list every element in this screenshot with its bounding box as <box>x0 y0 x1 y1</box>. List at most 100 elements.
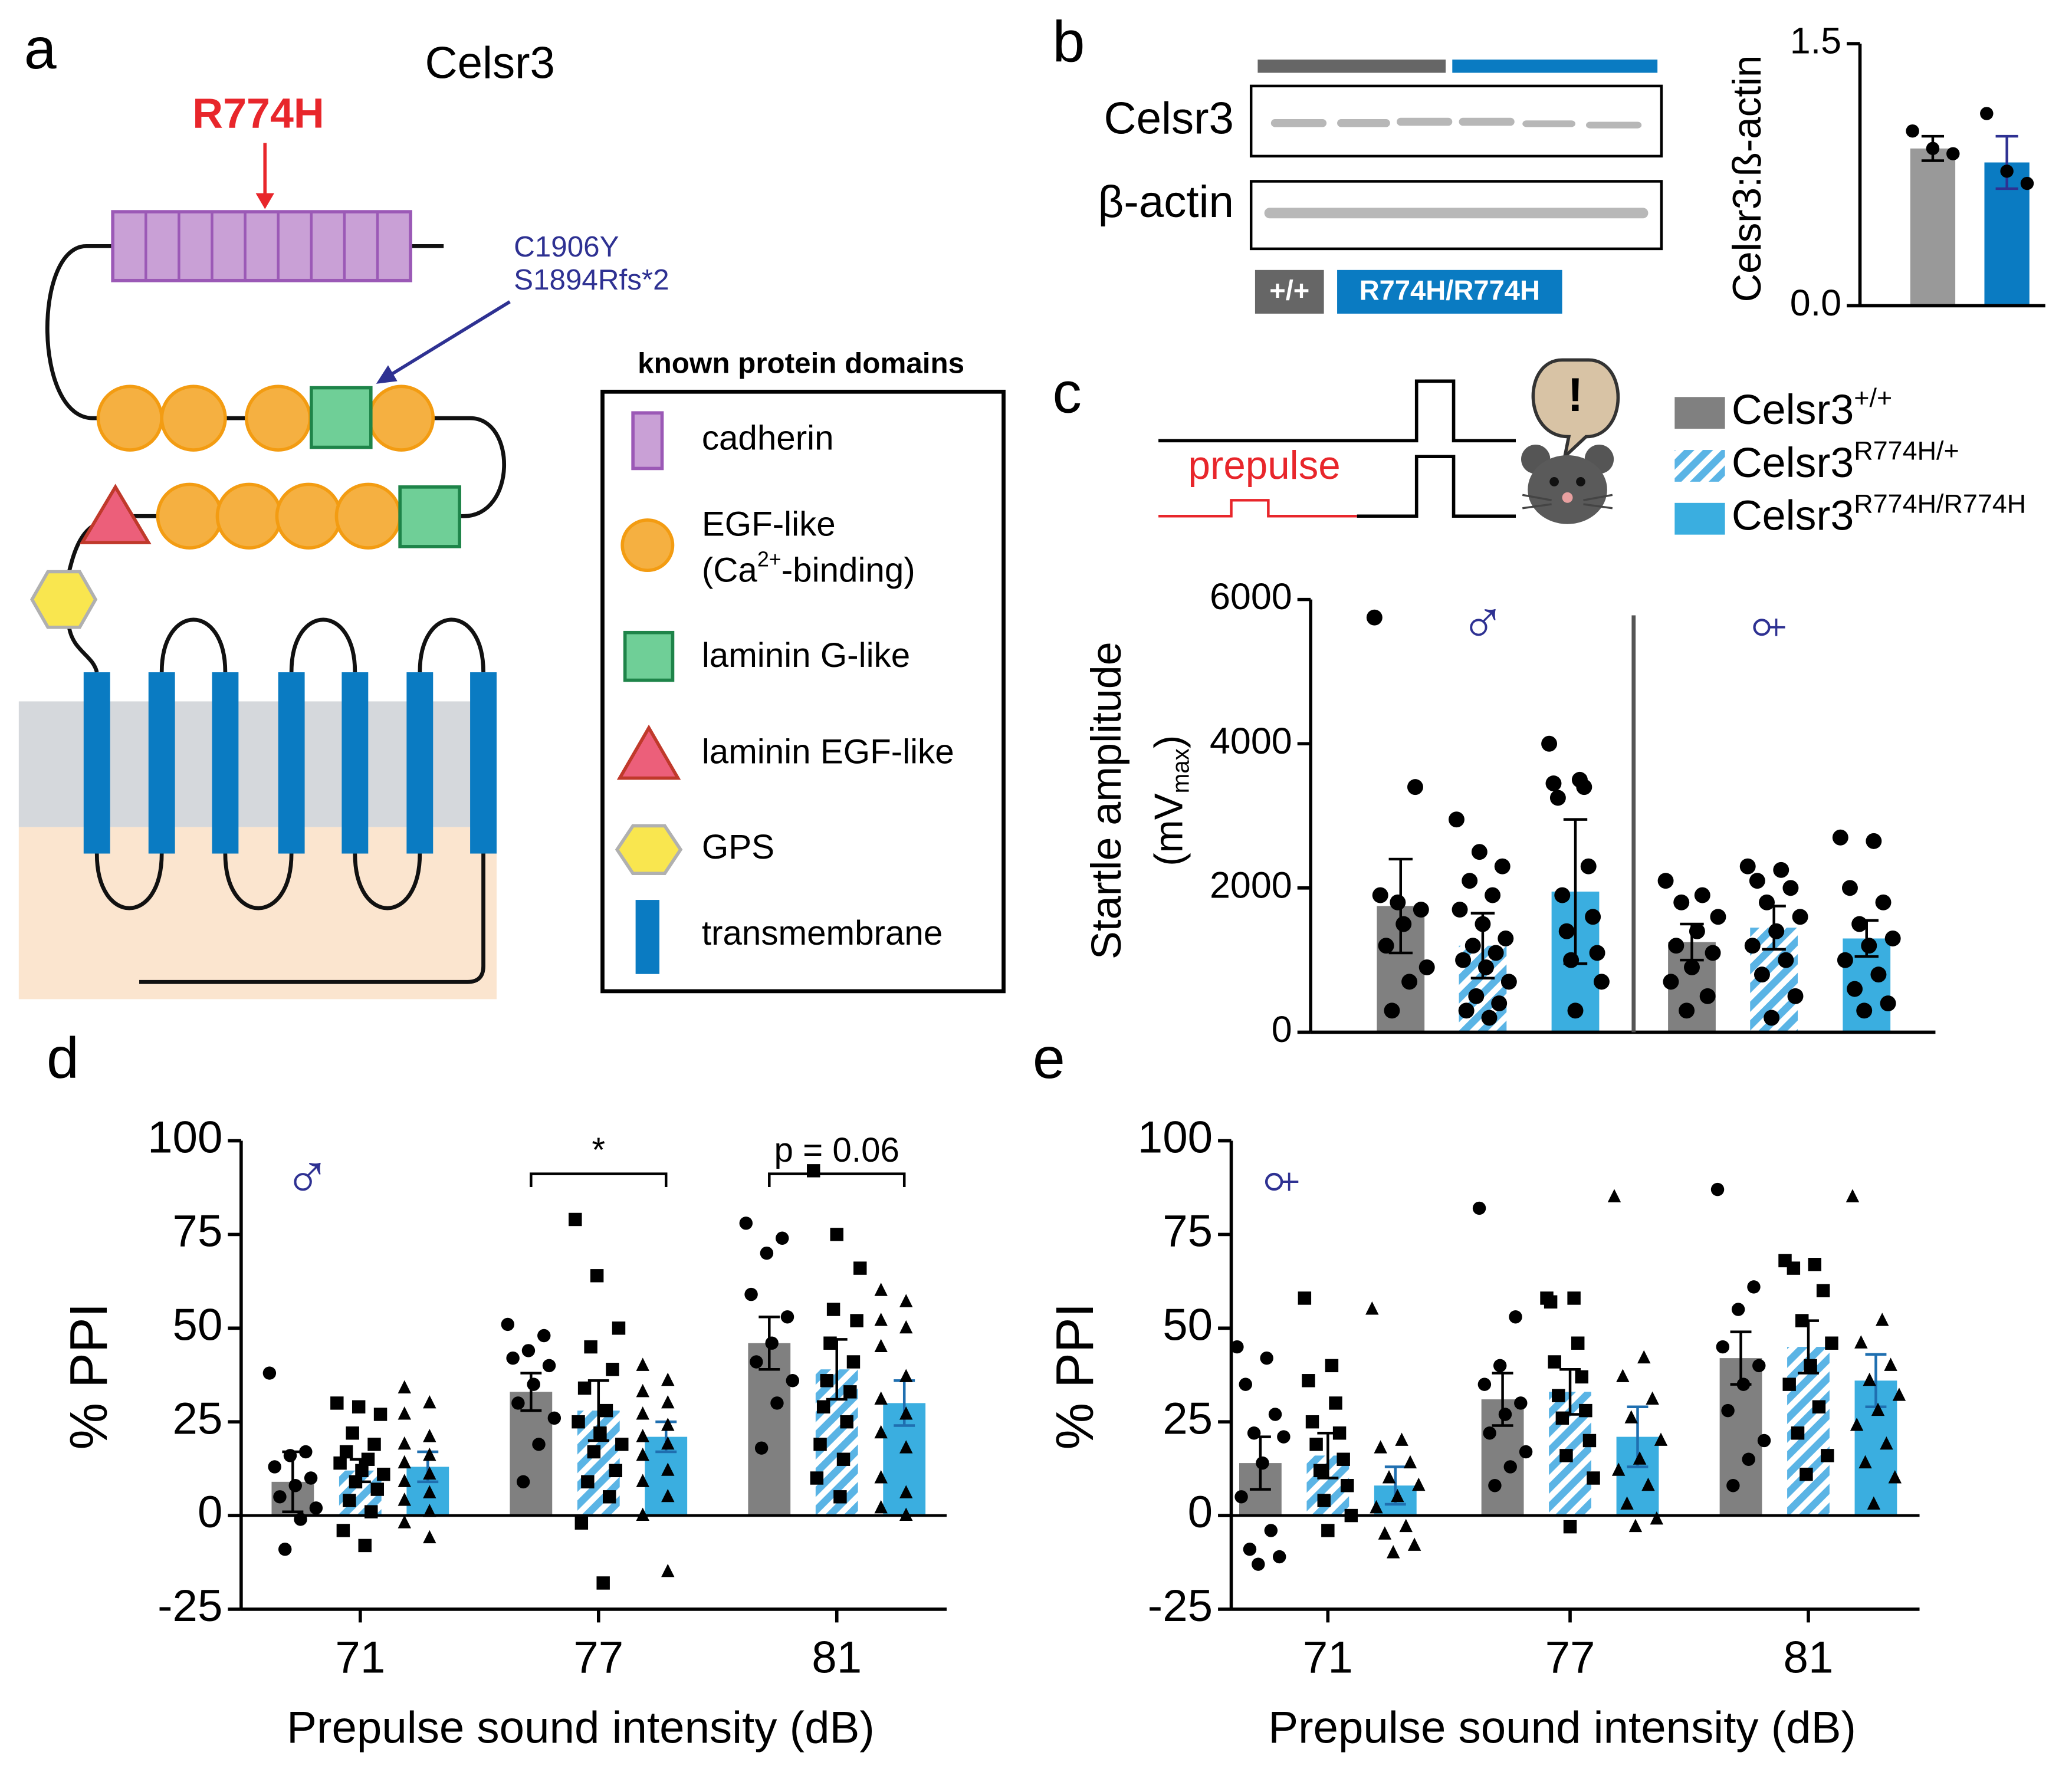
data-point <box>1403 1455 1417 1469</box>
y-tick-label: 50 <box>1163 1300 1213 1350</box>
data-point <box>1478 959 1494 975</box>
data-point <box>602 1490 616 1504</box>
data-point <box>1736 1378 1751 1391</box>
data-point <box>823 1336 837 1350</box>
data-point <box>288 1479 302 1492</box>
data-point <box>1607 1189 1621 1202</box>
data-point <box>1498 931 1514 946</box>
legend-label-part: -binding) <box>781 551 915 590</box>
data-point <box>1744 938 1761 954</box>
data-point <box>377 1467 390 1481</box>
y-axis-label: Celsr3:ß-actin <box>1725 55 1769 302</box>
data-point <box>423 1429 436 1442</box>
data-point <box>636 1429 649 1442</box>
x-tick-label: 77 <box>573 1633 623 1683</box>
data-point <box>661 1418 675 1431</box>
data-point <box>1800 1467 1813 1481</box>
data-point <box>1792 909 1808 925</box>
y-tick-label: 75 <box>1163 1206 1213 1257</box>
data-point <box>346 1426 359 1440</box>
data-point <box>874 1425 888 1439</box>
data-point <box>1370 1500 1383 1514</box>
transmembrane-helices <box>83 672 497 854</box>
data-point <box>833 1490 847 1504</box>
data-point <box>511 1396 525 1410</box>
y-tick-label: -25 <box>157 1581 222 1631</box>
significance-bracket <box>530 1172 668 1188</box>
legend-label: cadherin <box>702 419 834 458</box>
legend-icon <box>615 824 683 875</box>
data-point <box>770 1396 784 1410</box>
speech-bubble <box>1531 358 1620 462</box>
data-point <box>1884 1357 1897 1371</box>
data-point <box>1846 1189 1860 1202</box>
data-point <box>786 1374 800 1388</box>
data-point <box>370 1482 385 1496</box>
data-point <box>1256 1456 1269 1470</box>
data-point <box>1837 952 1853 968</box>
data-point <box>1663 974 1679 990</box>
data-point <box>343 1494 356 1507</box>
stimulus-label: prepulse <box>1188 443 1341 488</box>
data-point <box>810 1471 824 1485</box>
legend-label: Celsr3+/+ <box>1732 383 1892 434</box>
data-point <box>1382 1470 1396 1484</box>
legend-icon <box>620 518 675 573</box>
data-point <box>1309 1438 1323 1451</box>
y-tick-label: -25 <box>1148 1581 1213 1631</box>
legend-label: laminin G-like <box>702 636 910 675</box>
data-point <box>606 1362 619 1376</box>
data-point <box>1884 931 1901 946</box>
legend-icon <box>623 630 675 682</box>
data-point <box>760 1246 774 1260</box>
data-point <box>1821 1449 1834 1462</box>
data-point <box>1654 1432 1668 1446</box>
data-point <box>1366 609 1383 626</box>
data-point <box>874 1391 888 1405</box>
data-point <box>1980 107 1994 120</box>
y-axis-unit: (mVmax) <box>1147 735 1194 866</box>
data-point <box>572 1415 585 1429</box>
data-point <box>1926 142 1940 156</box>
data-point <box>1854 1335 1868 1349</box>
data-point <box>1847 981 1863 997</box>
x-tick-label: 71 <box>1303 1633 1353 1683</box>
legend-genotype: R774H/+ <box>1854 435 1959 465</box>
data-point <box>1866 833 1882 849</box>
panel-label: b <box>1053 9 1085 74</box>
data-point <box>661 1436 675 1450</box>
data-point <box>765 1336 779 1350</box>
legend-label: (Ca2+-binding) <box>702 548 915 590</box>
bar <box>748 1343 791 1516</box>
data-point <box>1483 1426 1496 1440</box>
data-point <box>661 1372 675 1386</box>
group-label: +/+ <box>1269 274 1309 305</box>
data-point <box>899 1320 913 1334</box>
data-point <box>636 1507 649 1521</box>
data-point <box>1558 923 1575 939</box>
data-point <box>1365 1301 1379 1315</box>
data-point <box>1407 1537 1421 1551</box>
data-point <box>899 1485 913 1498</box>
data-point <box>1906 124 1919 138</box>
data-point <box>336 1524 350 1537</box>
data-point <box>516 1475 530 1489</box>
y-tick-label: 0 <box>1272 1009 1292 1050</box>
data-point <box>1372 887 1388 903</box>
data-point <box>636 1447 649 1461</box>
data-point <box>1395 1432 1408 1446</box>
data-point <box>1321 1524 1335 1537</box>
data-point <box>750 1355 763 1369</box>
data-point <box>661 1462 675 1476</box>
y-tick-label: 4000 <box>1210 721 1292 762</box>
data-point <box>661 1395 675 1409</box>
data-point <box>1548 1355 1561 1369</box>
data-point <box>361 1452 375 1466</box>
panel-label: e <box>1033 1025 1065 1090</box>
data-point <box>1679 1002 1695 1019</box>
data-point <box>1390 894 1406 910</box>
variant-label: S1894Rfs*2 <box>514 264 669 296</box>
data-point <box>874 1500 888 1514</box>
data-point <box>1475 916 1491 932</box>
